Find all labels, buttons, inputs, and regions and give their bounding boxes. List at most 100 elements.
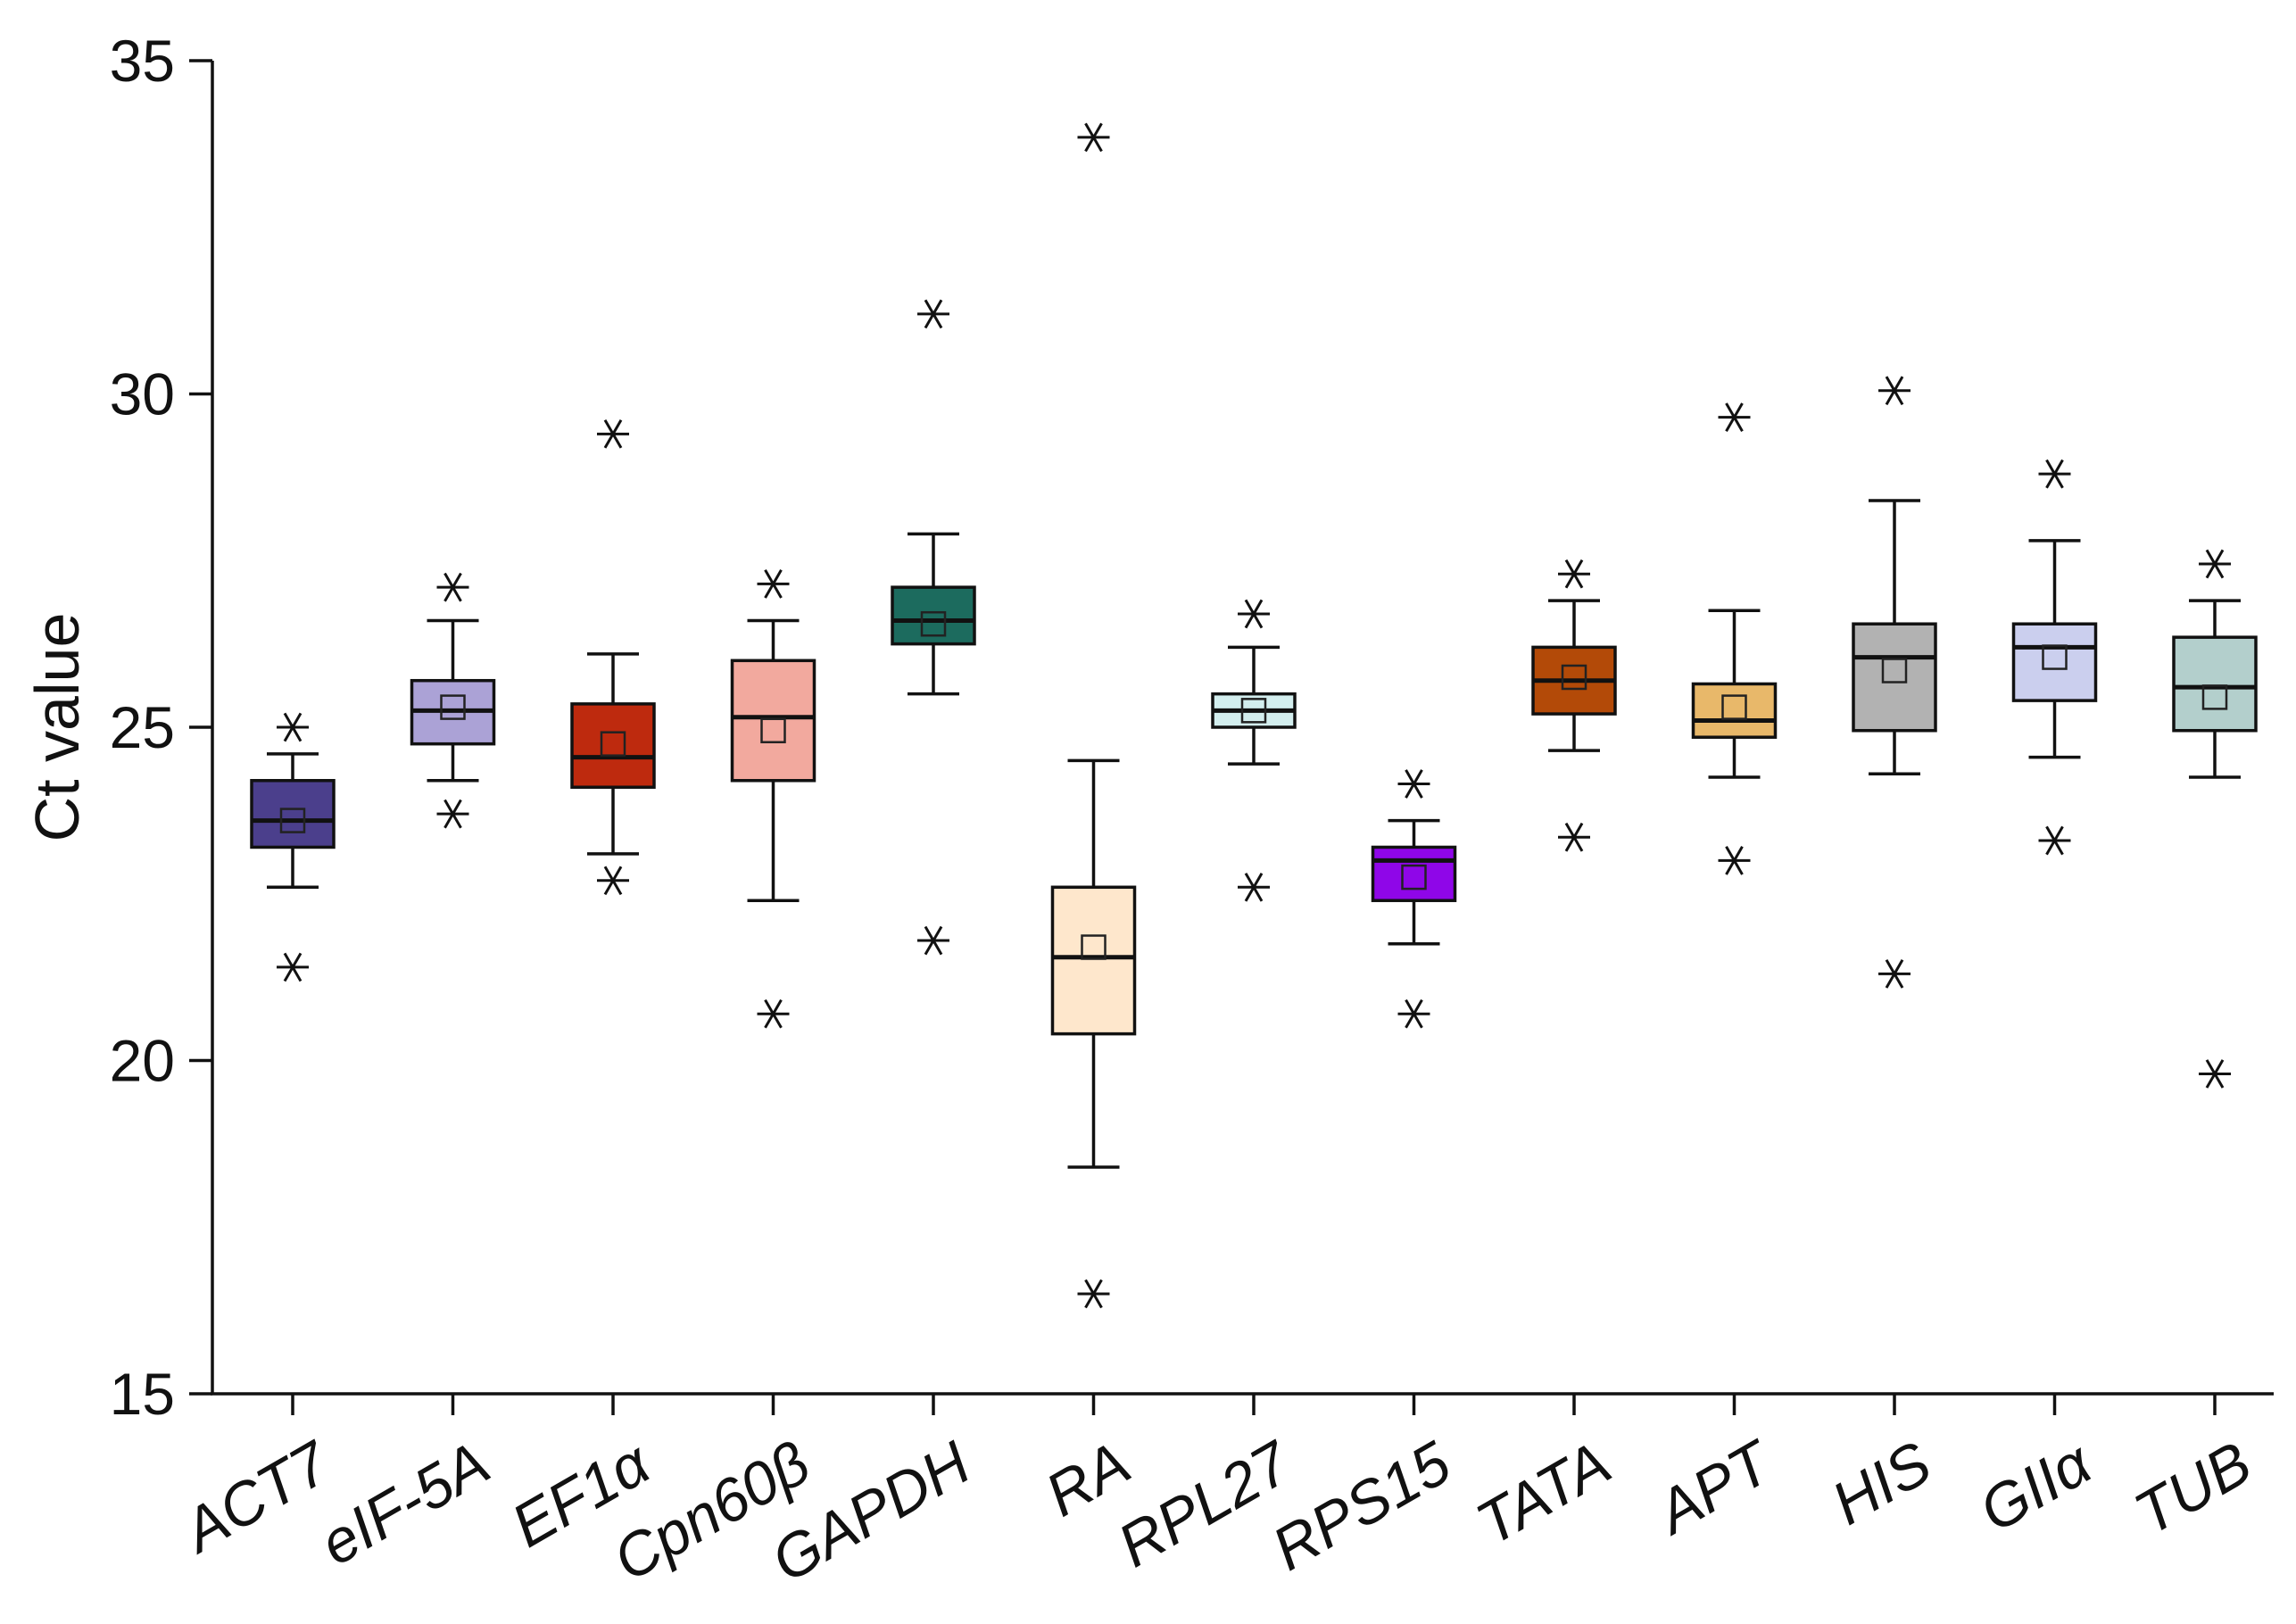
- box-group: [1211, 599, 1297, 1415]
- box-body: [1050, 885, 1137, 1036]
- box-group: [2172, 549, 2258, 1415]
- outlier-marker: [1077, 1279, 1110, 1309]
- y-tick-label: 25: [110, 694, 175, 760]
- outlier-marker: [2199, 1059, 2231, 1089]
- outlier-marker: [757, 998, 790, 1029]
- outlier-marker: [2199, 549, 2231, 579]
- outlier-marker: [757, 569, 790, 599]
- outlier-marker: [1558, 822, 1590, 852]
- box-body: [570, 702, 656, 789]
- box-body: [730, 659, 816, 783]
- y-tick-label: 30: [110, 361, 175, 427]
- outlier-stroke: [1564, 822, 1584, 852]
- box-body: [1371, 845, 1457, 902]
- outlier-stroke: [443, 572, 462, 602]
- outlier-stroke: [1244, 872, 1264, 902]
- mean-marker: [920, 610, 947, 637]
- outlier-stroke: [2205, 549, 2225, 579]
- outlier-marker: [2038, 459, 2071, 489]
- mean-marker: [1401, 864, 1427, 891]
- mean-marker: [600, 731, 626, 757]
- box-group: [891, 299, 976, 1415]
- mean-marker: [1561, 664, 1587, 691]
- mean-marker: [760, 717, 786, 743]
- outlier-marker: [277, 952, 309, 982]
- outlier-stroke: [764, 569, 783, 599]
- box-group: [1531, 559, 1617, 1415]
- outlier-stroke: [2205, 1059, 2225, 1089]
- y-tick-label: 35: [110, 28, 175, 94]
- category-label: eIF-5A: [309, 1429, 501, 1578]
- box-group: [570, 418, 656, 1415]
- outlier-marker: [277, 712, 309, 742]
- outlier-stroke: [603, 866, 623, 896]
- outlier-stroke: [603, 418, 623, 449]
- outlier-marker: [1878, 376, 1911, 406]
- outlier-marker: [597, 418, 629, 449]
- outlier-stroke: [283, 952, 303, 982]
- y-tick-label: 20: [110, 1028, 175, 1094]
- y-axis-title: Ct value: [22, 613, 92, 842]
- boxes: [250, 122, 2258, 1415]
- box-group: [1050, 122, 1137, 1415]
- box-body: [1691, 682, 1778, 739]
- category-label: RPL27: [1107, 1428, 1303, 1580]
- box-group: [730, 569, 816, 1415]
- mean-marker: [1881, 658, 1908, 684]
- box-group: [250, 712, 336, 1415]
- outlier-marker: [2038, 825, 2071, 856]
- box-group: [2011, 459, 2098, 1415]
- outlier-stroke: [924, 299, 943, 329]
- outlier-marker: [1238, 599, 1270, 629]
- box-body: [250, 779, 336, 849]
- outlier-stroke: [283, 712, 303, 742]
- box-group: [1691, 402, 1778, 1415]
- outlier-marker: [1878, 959, 1911, 989]
- outlier-marker: [1077, 122, 1110, 153]
- outlier-stroke: [1084, 122, 1103, 153]
- outlier-stroke: [764, 998, 783, 1029]
- mean-marker: [1240, 698, 1267, 724]
- mean-marker: [2201, 684, 2228, 710]
- category-label: ACT7: [169, 1428, 342, 1567]
- outlier-stroke: [1564, 559, 1584, 589]
- box-group: [1852, 376, 1937, 1415]
- outlier-stroke: [1405, 998, 1423, 1029]
- outlier-stroke: [1084, 1279, 1103, 1309]
- outlier-stroke: [443, 799, 462, 829]
- category-label: HIS: [1820, 1429, 1942, 1537]
- mean-marker: [1721, 694, 1747, 720]
- outlier-stroke: [1725, 846, 1744, 875]
- outlier-marker: [1718, 846, 1751, 875]
- y-tick-label: 15: [110, 1361, 175, 1427]
- outlier-marker: [1397, 769, 1430, 799]
- outlier-marker: [1558, 559, 1590, 589]
- outlier-marker: [436, 572, 469, 602]
- category-label: TATA: [1465, 1429, 1621, 1558]
- box-body: [1852, 622, 1937, 733]
- mean-marker: [2042, 644, 2068, 670]
- outlier-marker: [917, 925, 949, 956]
- outlier-stroke: [924, 925, 943, 956]
- outlier-stroke: [1885, 376, 1904, 406]
- outlier-stroke: [2045, 825, 2064, 856]
- box-group: [410, 572, 496, 1415]
- outlier-marker: [917, 299, 949, 329]
- outlier-stroke: [1725, 402, 1744, 432]
- mean-marker: [1081, 934, 1107, 960]
- y-ticks: 15 20 25 30 35: [110, 28, 212, 1427]
- outlier-marker: [436, 799, 469, 829]
- outlier-stroke: [1405, 769, 1423, 799]
- box-group: [1371, 769, 1457, 1415]
- category-label: RPS15: [1261, 1429, 1462, 1584]
- box-body: [2011, 622, 2098, 702]
- outlier-stroke: [1244, 599, 1264, 629]
- mean-marker: [279, 808, 306, 833]
- mean-marker: [440, 694, 466, 720]
- category-label: GIIα: [1969, 1428, 2104, 1545]
- outlier-stroke: [1885, 959, 1904, 989]
- outlier-marker: [597, 866, 629, 896]
